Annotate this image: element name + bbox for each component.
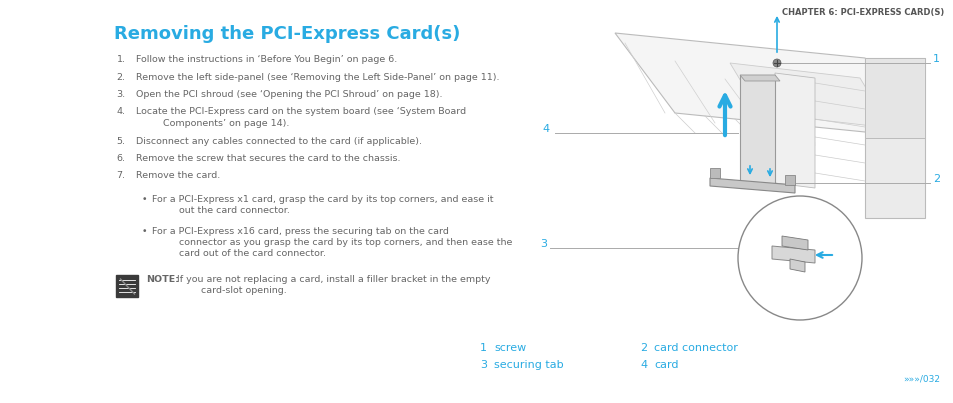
- Text: Remove the screw that secures the card to the chassis.: Remove the screw that secures the card t…: [136, 154, 400, 163]
- Polygon shape: [729, 63, 889, 128]
- Text: Removing the PCI-Express Card(s): Removing the PCI-Express Card(s): [114, 25, 460, 43]
- Text: 4.: 4.: [116, 108, 126, 116]
- Text: »»»/032: »»»/032: [902, 374, 939, 383]
- Text: 4: 4: [542, 124, 550, 134]
- Text: NOTE:: NOTE:: [147, 275, 179, 284]
- Text: CHAPTER 6: PCI-EXPRESS CARD(S): CHAPTER 6: PCI-EXPRESS CARD(S): [781, 8, 943, 17]
- Text: •: •: [141, 227, 147, 236]
- Text: 2: 2: [932, 174, 939, 184]
- Text: Open the PCI shroud (see ‘Opening the PCI Shroud’ on page 18).: Open the PCI shroud (see ‘Opening the PC…: [136, 90, 442, 99]
- Text: 5.: 5.: [116, 137, 126, 145]
- Text: 4: 4: [639, 360, 646, 370]
- Text: 1.: 1.: [116, 55, 126, 64]
- Text: Follow the instructions in ‘Before You Begin’ on page 6.: Follow the instructions in ‘Before You B…: [136, 55, 397, 64]
- Polygon shape: [615, 33, 924, 138]
- Polygon shape: [740, 75, 774, 188]
- Text: card connector: card connector: [654, 343, 737, 353]
- Text: 3: 3: [539, 239, 546, 249]
- FancyBboxPatch shape: [116, 275, 138, 297]
- Polygon shape: [709, 168, 720, 178]
- Text: Remove the card.: Remove the card.: [136, 172, 220, 181]
- Text: card: card: [654, 360, 678, 370]
- Polygon shape: [774, 73, 814, 188]
- Polygon shape: [864, 58, 924, 218]
- Text: 3.: 3.: [116, 90, 126, 99]
- Text: screw: screw: [494, 343, 526, 353]
- Circle shape: [738, 196, 862, 320]
- Text: 2.: 2.: [116, 73, 126, 81]
- Text: 3: 3: [479, 360, 486, 370]
- Text: 7.: 7.: [116, 172, 126, 181]
- Polygon shape: [784, 175, 794, 185]
- Text: 2: 2: [639, 343, 646, 353]
- Polygon shape: [789, 259, 804, 272]
- Text: For a PCI-Express x1 card, grasp the card by its top corners, and ease it
      : For a PCI-Express x1 card, grasp the car…: [152, 195, 494, 215]
- Text: Remove the left side-panel (see ‘Removing the Left Side-Panel’ on page 11).: Remove the left side-panel (see ‘Removin…: [136, 73, 499, 81]
- Polygon shape: [864, 58, 924, 138]
- Polygon shape: [781, 236, 807, 250]
- Text: securing tab: securing tab: [494, 360, 563, 370]
- Text: 1: 1: [479, 343, 486, 353]
- Text: Locate the PCI-Express card on the system board (see ‘System Board
         Comp: Locate the PCI-Express card on the syste…: [136, 108, 466, 128]
- Text: For a PCI-Express x16 card, press the securing tab on the card
         connecto: For a PCI-Express x16 card, press the se…: [152, 227, 513, 258]
- Text: 1: 1: [932, 54, 939, 64]
- Polygon shape: [709, 178, 794, 193]
- Text: If you are not replacing a card, install a filler bracket in the empty
         : If you are not replacing a card, install…: [174, 275, 491, 295]
- Polygon shape: [740, 75, 780, 81]
- Text: •: •: [141, 195, 147, 204]
- Polygon shape: [771, 246, 814, 263]
- Text: Disconnect any cables connected to the card (if applicable).: Disconnect any cables connected to the c…: [136, 137, 422, 145]
- Circle shape: [772, 59, 781, 67]
- Text: 6.: 6.: [116, 154, 126, 163]
